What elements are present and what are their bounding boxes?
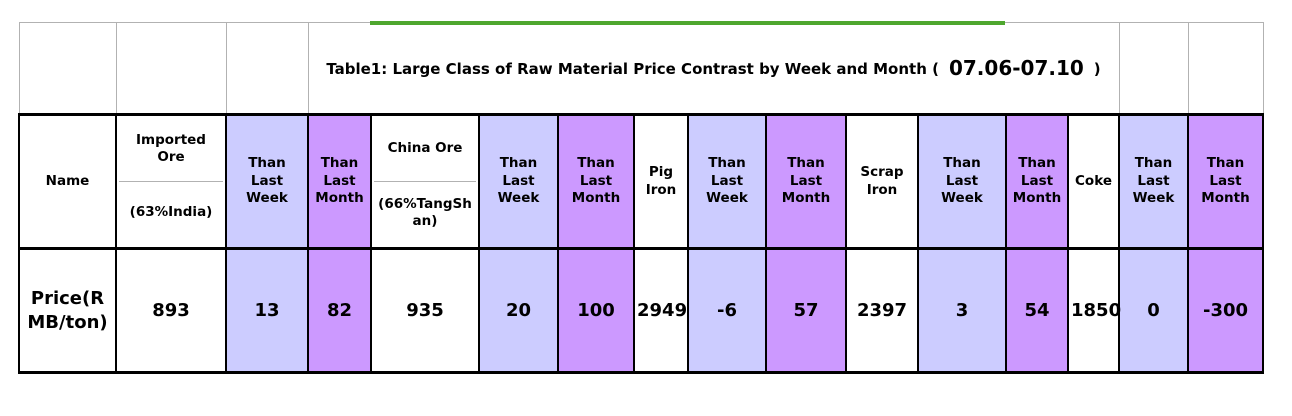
value-month-pig-iron: 57 — [765, 247, 847, 374]
price-row: Price(RMB/ton) 893 13 82 935 20 100 2949… — [18, 247, 1264, 374]
header-imported-ore-spec: (63%India) — [129, 204, 213, 221]
value-imported-ore: 893 — [115, 247, 227, 374]
title-spacer-cell — [1118, 22, 1189, 115]
value-week-imported: 13 — [225, 247, 309, 374]
title-spacer-cell — [115, 22, 227, 115]
value-week-china: 20 — [478, 247, 559, 374]
value-week-pig-iron: -6 — [687, 247, 767, 374]
header-china-ore: China Ore (66%TangShan) — [370, 113, 480, 250]
header-china-ore-spec: (66%TangShan) — [378, 195, 472, 230]
title-spacer-cell — [225, 22, 309, 115]
header-than-last-week-coke: Than Last Week — [1118, 113, 1189, 250]
value-china-ore: 935 — [370, 247, 480, 374]
green-accent-line — [370, 21, 1005, 25]
header-imported-ore-name: Imported Ore — [119, 118, 223, 182]
header-than-last-month-coke: Than Last Month — [1187, 113, 1264, 250]
price-row-label: Price(RMB/ton) — [18, 247, 117, 374]
header-than-last-week-pig-iron: Than Last Week — [687, 113, 767, 250]
value-scrap-iron: 2397 — [845, 247, 919, 374]
title-spacer-cell — [1187, 22, 1264, 115]
header-than-last-week-imported: Than Last Week — [225, 113, 309, 250]
header-scrap-iron: Scrap Iron — [845, 113, 919, 250]
title-spacer-cell — [18, 22, 117, 115]
value-month-coke: -300 — [1187, 247, 1264, 374]
header-china-ore-name: China Ore — [374, 118, 476, 182]
raw-material-price-table: Table1: Large Class of Raw Material Pric… — [18, 22, 1264, 374]
header-name-label: Name — [45, 172, 90, 189]
header-than-last-month-scrap-iron: Than Last Month — [1005, 113, 1069, 250]
title-row: Table1: Large Class of Raw Material Pric… — [18, 22, 1264, 115]
header-than-last-month-china: Than Last Month — [557, 113, 635, 250]
table-title-date: 07.06-07.10 — [948, 56, 1084, 80]
table-title-suffix: ) — [1093, 60, 1101, 78]
header-than-last-month-imported: Than Last Month — [307, 113, 372, 250]
header-row: Name Imported Ore (63%India) Than Last W… — [18, 113, 1264, 250]
header-imported-ore: Imported Ore (63%India) — [115, 113, 227, 250]
header-coke: Coke — [1067, 113, 1120, 250]
header-than-last-week-china: Than Last Week — [478, 113, 559, 250]
header-than-last-week-scrap-iron: Than Last Week — [917, 113, 1007, 250]
header-name: Name — [18, 113, 117, 250]
value-week-coke: 0 — [1118, 247, 1189, 374]
table-title-text: Table1: Large Class of Raw Material Pric… — [326, 60, 939, 78]
table-title-cell: Table1: Large Class of Raw Material Pric… — [307, 22, 1120, 115]
value-month-scrap-iron: 54 — [1005, 247, 1069, 374]
value-coke: 1850 — [1067, 247, 1121, 374]
value-week-scrap-iron: 3 — [917, 247, 1007, 374]
value-month-china: 100 — [557, 247, 635, 374]
header-than-last-month-pig-iron: Than Last Month — [765, 113, 847, 250]
value-month-imported: 82 — [307, 247, 372, 374]
value-pig-iron: 2949 — [633, 247, 689, 374]
header-pig-iron: Pig Iron — [633, 113, 689, 250]
